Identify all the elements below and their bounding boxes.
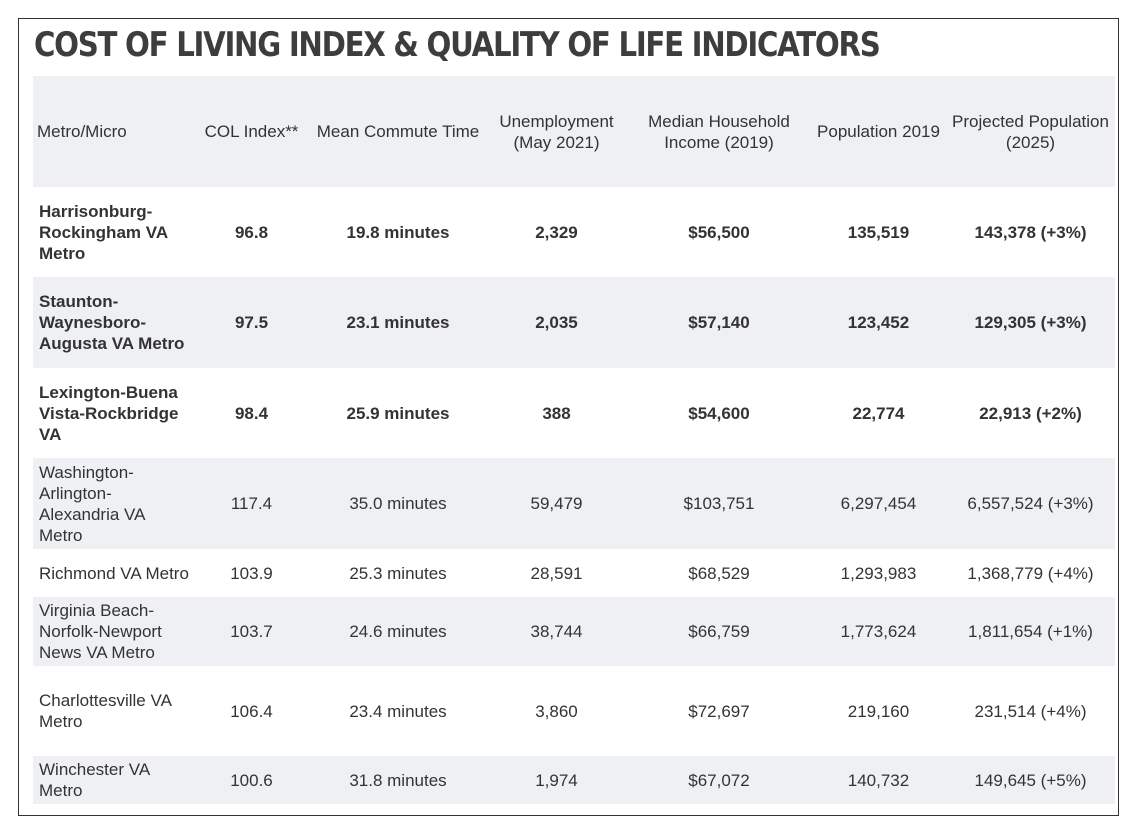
unemployment-cell: 2,329 xyxy=(535,222,578,242)
unemployment-cell: 59,479 xyxy=(486,458,627,549)
commute-cell: 23.1 minutes xyxy=(310,277,486,368)
population-cell: 140,732 xyxy=(811,756,946,804)
infographic-frame: COST OF LIVING INDEX & QUALITY OF LIFE I… xyxy=(18,18,1119,816)
projected-population-cell: 6,557,524 (+3%) xyxy=(946,458,1115,549)
unemployment-cell: 388 xyxy=(542,403,571,423)
projected-population-cell: 231,514 (+4%) xyxy=(974,701,1087,721)
column-header: COL Index** xyxy=(193,76,310,187)
projected-population-cell: 143,378 (+3%) xyxy=(974,222,1087,242)
income-cell: $54,600 xyxy=(688,403,750,423)
commute-cell: 24.6 minutes xyxy=(310,597,486,666)
table-row: Lexington-Buena Vista-Rockbridge VA 98.4… xyxy=(33,368,1115,458)
table-row: Richmond VA Metro 103.9 25.3 minutes 28,… xyxy=(33,549,1115,597)
population-cell: 6,297,454 xyxy=(811,458,946,549)
col-index-cell: 100.6 xyxy=(193,756,310,804)
projected-population-cell: 149,645 (+5%) xyxy=(946,756,1115,804)
population-cell: 1,293,983 xyxy=(840,563,917,583)
col-index-cell: 117.4 xyxy=(193,458,310,549)
metro-name-cell: Lexington-Buena Vista-Rockbridge VA xyxy=(39,382,179,444)
column-header: Unemployment (May 2021) xyxy=(486,76,627,187)
column-header: Projected Population (2025) xyxy=(946,76,1115,187)
unemployment-cell: 3,860 xyxy=(535,701,578,721)
commute-cell: 23.4 minutes xyxy=(349,701,447,721)
income-cell: $68,529 xyxy=(688,563,750,583)
col-index-cell: 97.5 xyxy=(193,277,310,368)
unemployment-cell: 38,744 xyxy=(486,597,627,666)
unemployment-cell: 1,974 xyxy=(486,756,627,804)
col-index-cell: 98.4 xyxy=(234,403,269,423)
indicators-table: Metro/Micro COL Index** Mean Commute Tim… xyxy=(33,76,1115,804)
commute-cell: 19.8 minutes xyxy=(346,222,450,242)
commute-cell: 31.8 minutes xyxy=(310,756,486,804)
commute-cell: 25.3 minutes xyxy=(349,563,447,583)
col-index-cell: 103.7 xyxy=(193,597,310,666)
metro-name-cell: Washington-Arlington-Alexandria VA Metro xyxy=(33,458,193,549)
column-header: Metro/Micro xyxy=(33,76,193,187)
page-title: COST OF LIVING INDEX & QUALITY OF LIFE I… xyxy=(34,25,881,65)
income-cell: $56,500 xyxy=(688,222,750,242)
metro-name-cell: Virginia Beach-Norfolk-Newport News VA M… xyxy=(33,597,193,666)
projected-population-cell: 22,913 (+2%) xyxy=(979,403,1082,423)
income-cell: $66,759 xyxy=(627,597,811,666)
population-cell: 1,773,624 xyxy=(811,597,946,666)
col-index-cell: 96.8 xyxy=(234,222,269,242)
population-cell: 22,774 xyxy=(852,403,905,423)
col-index-cell: 103.9 xyxy=(230,563,273,583)
metro-name-cell: Staunton-Waynesboro-Augusta VA Metro xyxy=(33,277,193,368)
metro-name-cell: Harrisonburg-Rockingham VA Metro xyxy=(39,201,168,263)
col-index-cell: 106.4 xyxy=(230,701,273,721)
metro-name-cell: Charlottesville VA Metro xyxy=(39,691,171,731)
column-header: Median Household Income (2019) xyxy=(627,76,811,187)
metro-name-cell: Winchester VA Metro xyxy=(33,756,193,804)
income-cell: $67,072 xyxy=(627,756,811,804)
unemployment-cell: 2,035 xyxy=(486,277,627,368)
column-header: Population 2019 xyxy=(811,76,946,187)
table-row: Charlottesville VA Metro 106.4 23.4 minu… xyxy=(33,666,1115,756)
column-header: Mean Commute Time xyxy=(310,76,486,187)
table-row: Staunton-Waynesboro-Augusta VA Metro 97.… xyxy=(33,277,1115,368)
metro-name-cell: Richmond VA Metro xyxy=(39,563,189,583)
projected-population-cell: 129,305 (+3%) xyxy=(946,277,1115,368)
table-row: Washington-Arlington-Alexandria VA Metro… xyxy=(33,458,1115,549)
commute-cell: 25.9 minutes xyxy=(346,403,450,423)
unemployment-cell: 28,591 xyxy=(530,563,583,583)
projected-population-cell: 1,811,654 (+1%) xyxy=(946,597,1115,666)
table-row: Harrisonburg-Rockingham VA Metro 96.8 19… xyxy=(33,187,1115,277)
population-cell: 135,519 xyxy=(847,222,910,242)
table-row: Virginia Beach-Norfolk-Newport News VA M… xyxy=(33,597,1115,666)
table-header-row: Metro/Micro COL Index** Mean Commute Tim… xyxy=(33,76,1115,187)
income-cell: $57,140 xyxy=(627,277,811,368)
income-cell: $103,751 xyxy=(627,458,811,549)
income-cell: $72,697 xyxy=(688,701,750,721)
population-cell: 123,452 xyxy=(811,277,946,368)
table-row: Winchester VA Metro 100.6 31.8 minutes 1… xyxy=(33,756,1115,804)
projected-population-cell: 1,368,779 (+4%) xyxy=(967,563,1094,583)
commute-cell: 35.0 minutes xyxy=(310,458,486,549)
population-cell: 219,160 xyxy=(847,701,910,721)
